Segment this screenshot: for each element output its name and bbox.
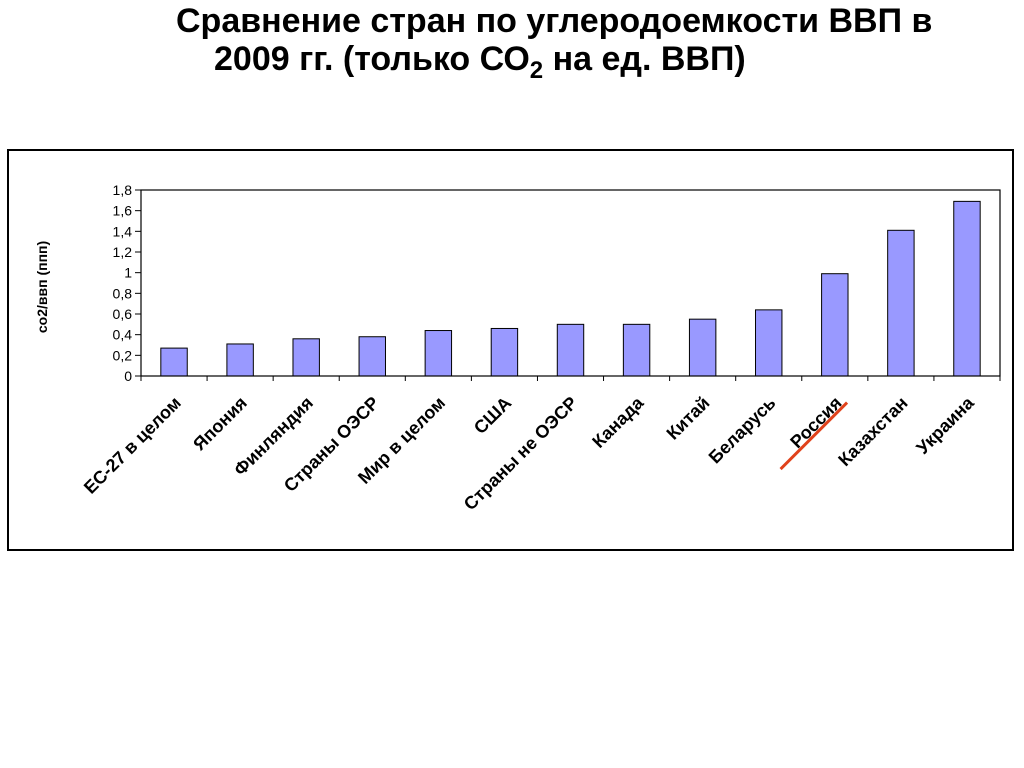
bar (226, 343, 254, 377)
bar (292, 338, 320, 377)
title-line-2-text: 2009 гг. (только СО (214, 40, 530, 78)
x-category-label: Украина (912, 392, 978, 458)
x-category-label: Япония (189, 393, 251, 455)
bar (755, 309, 783, 377)
plot-area-border (140, 189, 1001, 377)
x-category-label: Россия (786, 393, 845, 452)
y-axis-label: со2/ввп (ппп) (34, 241, 50, 333)
bar (887, 229, 915, 377)
y-tick-label: 0 (124, 368, 132, 384)
highlight-marks (779, 401, 849, 471)
slide-title: Сравнение стран по углеродоемкости ВВП в… (0, 2, 1024, 82)
y-tick-label: 1,8 (113, 182, 133, 198)
bar (821, 273, 849, 377)
bar (556, 323, 585, 377)
x-category-label: Канада (588, 392, 648, 452)
x-category-label: Беларусь (705, 393, 780, 468)
bar (953, 200, 981, 377)
x-category-label: Страны не ОЭСР (460, 393, 581, 514)
bar (688, 318, 717, 377)
bar (424, 330, 453, 377)
y-tick-label: 0,6 (113, 306, 133, 322)
y-tick-label: 0,4 (113, 327, 133, 343)
title-line-2: 2009 гг. (только СО2 на ед. ВВП) (0, 40, 1024, 82)
y-axis-ticks: 0 0,2 0,4 0,6 0,8 1 1,2 1,4 1,6 1,8 (113, 182, 141, 384)
y-tick-label: 0,2 (113, 347, 133, 363)
x-category-label: Китай (663, 393, 714, 444)
chart-frame: со2/ввп (ппп) 0 0,2 0,4 0,6 0,8 1 1,2 1,4 1,6 1,8… (7, 149, 1014, 551)
y-tick-label: 1,2 (113, 244, 133, 260)
y-axis-label-group: со2/ввп (ппп) (34, 241, 50, 333)
highlight-underline (779, 401, 849, 471)
bar-chart: со2/ввп (ппп) 0 0,2 0,4 0,6 0,8 1 1,2 1,4 1,6 1,8… (34, 182, 1001, 514)
title-subscript: 2 (529, 56, 544, 84)
bar (490, 327, 519, 377)
x-category-label: США (470, 393, 515, 438)
y-tick-label: 0,8 (113, 285, 133, 301)
plot-axes (140, 189, 1001, 377)
bar (160, 347, 188, 377)
y-tick-label: 1 (124, 265, 132, 281)
y-tick-label: 1,6 (113, 203, 133, 219)
bars (160, 200, 981, 377)
y-tick-label: 1,4 (113, 223, 133, 239)
bar (622, 323, 651, 377)
bar (358, 336, 386, 377)
title-line-1: Сравнение стран по углеродоемкости ВВП в (176, 2, 933, 40)
title-line-2-end: на ед. ВВП) (543, 40, 746, 78)
x-category-label: ЕС-27 в целом (80, 393, 185, 498)
